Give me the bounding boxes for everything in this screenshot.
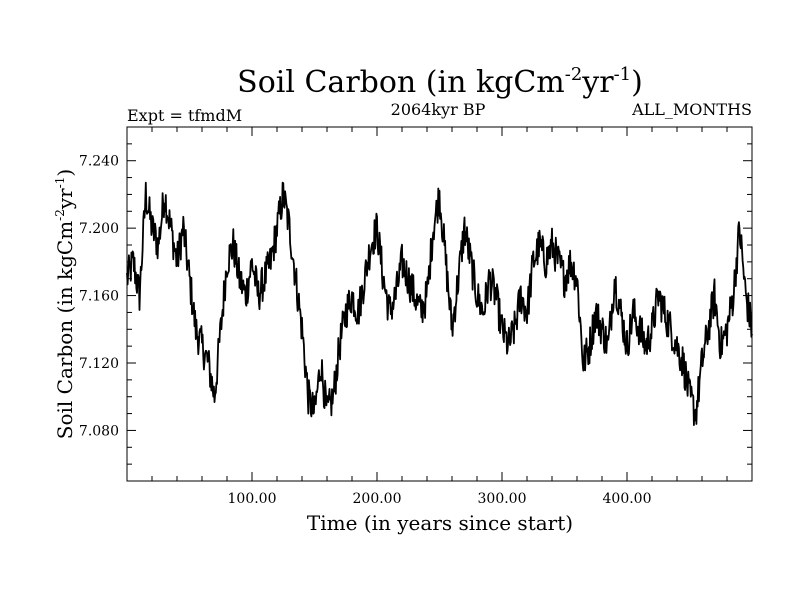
y-tick-label: 7.240 <box>79 154 119 170</box>
plot-frame <box>126 126 753 482</box>
y-tick-label: 7.080 <box>79 423 119 439</box>
data-series-group <box>126 181 753 426</box>
x-axis-ticks: 100.00 200.00 300.00 400.00 <box>151 127 728 507</box>
y-axis-label: Soil Carbon (in kgCm-2yr-1) <box>53 169 77 439</box>
expt-label: Expt = tfmdM <box>127 106 242 125</box>
x-tick-label: 100.00 <box>228 491 277 507</box>
months-label: ALL_MONTHS <box>631 100 752 119</box>
y-tick-label: 7.200 <box>79 221 119 237</box>
period-label: 2064kyr BP <box>391 100 486 119</box>
y-axis-ticks: 7.080 7.120 7.160 7.200 7.240 <box>79 126 752 465</box>
soil-carbon-series-line <box>126 181 753 426</box>
x-tick-label: 300.00 <box>478 491 527 507</box>
y-tick-label: 7.160 <box>79 289 119 305</box>
chart-title: Soil Carbon (in kgCm-2yr-1) <box>237 64 643 100</box>
x-tick-label: 200.00 <box>353 491 402 507</box>
y-tick-label: 7.120 <box>79 356 119 372</box>
x-tick-label: 400.00 <box>603 491 652 507</box>
x-axis-label: Time (in years since start) <box>307 511 573 535</box>
